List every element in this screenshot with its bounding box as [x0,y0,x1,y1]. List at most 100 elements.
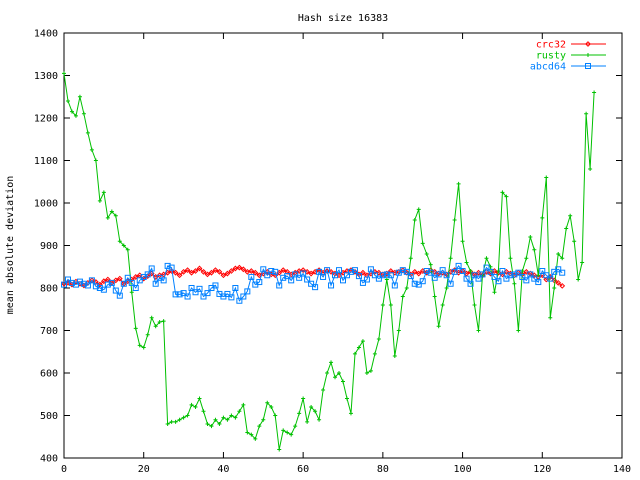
x-tick-label: 40 [217,464,229,475]
data-point-abcd64 [84,282,91,289]
series-line-rusty [63,73,595,450]
data-point-crc32 [471,271,478,278]
legend-marker-crc32 [585,41,591,47]
data-point-rusty [341,379,345,384]
data-point-abcd64 [288,277,295,284]
data-point-abcd64 [491,273,498,280]
data-point-rusty [504,194,509,199]
data-point-abcd64 [559,269,566,276]
data-point-rusty [380,303,385,307]
data-point-crc32 [324,268,330,274]
data-point-rusty [233,415,238,420]
data-point-abcd64 [61,281,67,288]
y-tick-label: 1100 [34,156,58,167]
data-point-abcd64 [367,266,374,273]
x-tick-label: 0 [61,464,67,475]
data-point-abcd64 [248,273,255,280]
data-point-abcd64 [88,277,95,284]
data-point-rusty [452,218,457,222]
data-point-rusty [165,422,170,426]
data-point-abcd64 [92,283,99,290]
data-point-abcd64 [168,264,175,271]
data-point-crc32 [415,270,422,277]
legend-marker-abcd64 [585,63,591,69]
data-point-rusty [476,328,481,333]
data-point-abcd64 [415,281,422,288]
data-point-rusty [588,167,593,171]
data-point-crc32 [559,282,566,289]
y-tick-label: 500 [40,411,58,422]
data-point-rusty [400,294,405,299]
data-point-rusty [193,405,198,409]
data-point-rusty [101,190,106,195]
data-point-rusty [392,354,397,358]
data-point-rusty [273,413,278,418]
data-point-rusty [293,424,298,429]
y-tick-label: 1400 [34,29,58,40]
data-point-rusty [325,371,330,375]
y-tick-label: 800 [40,284,58,295]
data-point-rusty [492,290,497,295]
data-point-crc32 [555,279,562,286]
data-point-rusty [568,213,573,218]
data-point-rusty [524,256,529,261]
data-point-rusty [285,430,290,435]
data-point-abcd64 [391,282,398,289]
data-point-rusty [348,411,353,416]
data-point-abcd64 [411,280,418,287]
data-point-abcd64 [172,291,179,298]
data-point-abcd64 [435,271,442,278]
data-point-rusty [344,396,349,401]
data-point-abcd64 [355,273,362,280]
data-point-abcd64 [260,266,267,273]
data-point-rusty [321,388,326,392]
y-tick-label: 600 [40,369,58,380]
data-point-rusty [197,396,202,401]
data-point-abcd64 [108,279,115,286]
data-point-abcd64 [268,268,275,274]
data-point-rusty [217,422,222,426]
data-point-abcd64 [316,268,323,275]
data-point-crc32 [256,272,263,279]
data-point-rusty [404,286,409,290]
data-point-rusty [141,345,146,350]
series-abcd64 [61,262,566,304]
data-point-abcd64 [164,262,171,269]
data-point-rusty [229,413,234,418]
data-point-rusty [85,130,90,135]
x-tick-label: 60 [297,464,309,475]
data-point-rusty [237,409,242,414]
data-point-rusty [189,402,194,407]
data-point-rusty [269,405,274,409]
data-point-rusty [536,273,541,278]
data-point-rusty [576,277,581,282]
data-point-abcd64 [399,267,406,274]
data-point-rusty [129,290,134,295]
data-point-rusty [584,111,589,116]
data-point-rusty [209,424,214,429]
data-point-abcd64 [184,293,191,300]
data-point-rusty [89,147,94,152]
data-point-crc32 [240,266,247,273]
data-point-abcd64 [124,274,131,281]
data-point-rusty [384,277,389,282]
data-point-crc32 [176,272,183,279]
data-point-crc32 [523,268,530,275]
data-point-crc32 [280,267,287,274]
data-point-abcd64 [120,280,127,287]
data-point-abcd64 [128,279,135,286]
data-point-rusty [173,419,178,424]
data-point-rusty [221,415,226,420]
data-point-abcd64 [423,268,430,274]
data-point-abcd64 [379,272,386,279]
data-point-rusty [408,256,413,261]
data-point-rusty [372,351,377,356]
data-point-rusty [133,326,138,331]
data-point-abcd64 [455,262,462,269]
data-point-rusty [464,260,469,265]
data-point-rusty [460,239,465,244]
data-point-rusty [448,256,453,261]
data-point-abcd64 [351,267,358,274]
data-point-rusty [516,328,521,333]
data-point-abcd64 [495,278,502,285]
